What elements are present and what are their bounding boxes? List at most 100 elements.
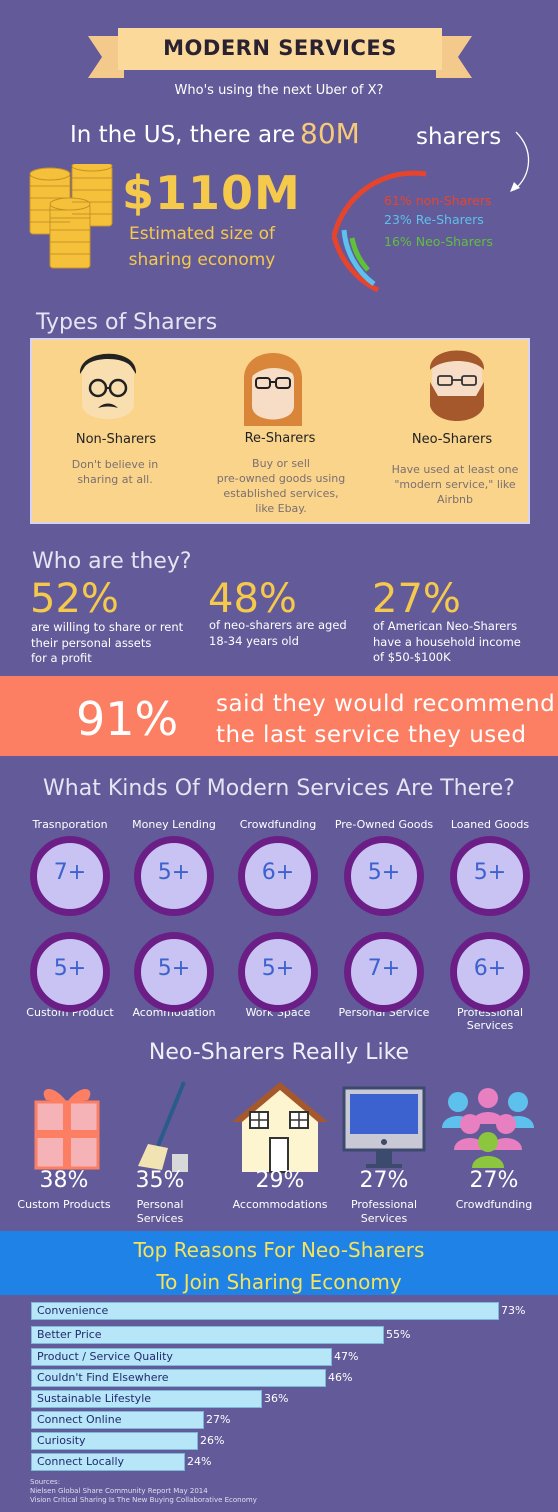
service-count-circle (134, 932, 214, 1012)
like-pct: 35% (135, 1168, 185, 1193)
reason-label: Connect Locally (37, 1455, 125, 1468)
service-count-value: 5+ (261, 956, 295, 981)
type-desc-line: like Ebay. (255, 501, 307, 515)
recommend-text: said they would recommend the last servi… (216, 689, 555, 751)
service-count-circle (450, 932, 530, 1012)
reason-label: Sustainable Lifestyle (37, 1392, 152, 1405)
coins-icon (29, 164, 113, 269)
arc-non-sharers (331, 170, 427, 237)
who-stat-desc: of neo-sharers are aged 18-34 years old (209, 618, 347, 649)
service-count-value: 5+ (157, 956, 191, 981)
reason-value: 73% (501, 1304, 526, 1317)
recommend-line: said they would recommend (216, 691, 556, 717)
who-stat-line: 18-34 years old (209, 633, 299, 648)
page-subtitle: Who's using the next Uber of X? (174, 83, 384, 98)
monitor-icon (342, 1086, 426, 1168)
service-label: Personal Service (338, 1006, 430, 1019)
re-sharer-avatar (243, 353, 303, 426)
reasons-heading-line: Top Reasons For Neo-Sharers (133, 1238, 425, 1262)
service-label: Professional Services (456, 1006, 524, 1032)
like-label-line: Accommodations (232, 1198, 328, 1211)
recommend-band (0, 676, 558, 756)
who-stat-desc: of American Neo-Sharers have a household… (373, 619, 521, 666)
who-stat-pct: 27% (372, 576, 461, 622)
service-label: Trasnporation (32, 818, 108, 831)
reason-value: 24% (187, 1455, 212, 1468)
sources-title: Sources: (30, 1478, 61, 1486)
type-desc-line: pre-owned goods using (216, 471, 346, 485)
service-label: Pre-Owned Goods (334, 818, 434, 831)
who-stat-line: have a household income (373, 634, 521, 649)
like-pct: 29% (255, 1168, 305, 1193)
reason-value: 55% (386, 1328, 411, 1341)
economy-caption: Estimated size of sharing economy (122, 222, 282, 273)
reason-label: Product / Service Quality (37, 1350, 173, 1363)
legend-neo-sharers: 16% Neo-Sharers (384, 234, 493, 249)
who-stat-line: of neo-sharers are aged (209, 618, 347, 632)
who-stat-desc: are willing to share or rent their perso… (31, 620, 183, 667)
who-stat-line: of $50-$100K (373, 650, 451, 665)
recommend-line: the last service they used (216, 722, 527, 749)
economy-caption-line: sharing economy (128, 249, 276, 270)
type-desc-line: sharing at all. (77, 472, 153, 486)
service-label: Crowdfunding (239, 818, 317, 831)
who-stat-line: of American Neo-Sharers (373, 619, 518, 633)
reason-label: Connect Online (37, 1413, 122, 1426)
type-desc-line: Buy or sell (252, 457, 310, 470)
service-count-value: 7+ (367, 956, 401, 981)
broom-icon (138, 1081, 188, 1172)
service-count-circle (238, 836, 318, 916)
non-sharer-avatar (79, 353, 137, 419)
gift-icon (34, 1088, 100, 1170)
reason-bar (31, 1432, 198, 1450)
type-name-neo-sharers: Neo-Sharers (411, 432, 493, 447)
service-label: Money Lending (132, 818, 216, 831)
service-count-circle (30, 836, 110, 916)
sources-line: Vision Critical Sharing Is The New Buyin… (30, 1496, 257, 1505)
service-count-circle (238, 932, 318, 1012)
legend-non-sharers: 61% non-Sharers (384, 193, 492, 208)
type-name-non-sharers: Non-Sharers (75, 432, 157, 447)
reason-value: 46% (328, 1371, 353, 1384)
type-desc-line: "modern service," like (394, 477, 516, 491)
sources: Sources: Nielsen Global Share Community … (30, 1478, 257, 1505)
reasons-heading-line: To Join Sharing Economy (156, 1270, 402, 1294)
curved-arrow-icon (510, 131, 530, 192)
economy-caption-line: Estimated size of (128, 224, 276, 244)
type-desc-line: established services, (223, 486, 339, 500)
type-desc-line: Don't believe in (71, 458, 159, 471)
reason-value: 47% (334, 1350, 359, 1363)
type-desc-neo-sharers: Have used at least one "modern service,"… (380, 463, 530, 508)
reason-label: Curiosity (37, 1434, 86, 1447)
service-count-value: 5+ (157, 860, 191, 885)
legend-re-sharers: 23% Re-Sharers (384, 212, 484, 227)
type-name-re-sharers: Re-Sharers (244, 431, 316, 446)
type-desc-non-sharers: Don't believe in sharing at all. (50, 458, 180, 488)
likes-heading: Neo-Sharers Really Like (148, 1040, 410, 1065)
reason-value: 27% (206, 1413, 231, 1426)
who-stat-line: their personal assets (31, 635, 152, 650)
like-label-line: Custom Products (17, 1198, 111, 1211)
reason-bar (31, 1390, 262, 1408)
page-title: MODERN SERVICES (163, 36, 397, 60)
service-count-circle (450, 836, 530, 916)
service-count-circle (30, 932, 110, 1012)
reason-label: Convenience (37, 1304, 109, 1317)
like-label-line: Services (136, 1212, 184, 1226)
service-count-circle (344, 836, 424, 916)
who-heading: Who are they? (32, 549, 192, 574)
like-label: Personal Services (105, 1198, 215, 1227)
who-stat-pct: 48% (208, 576, 297, 622)
reason-label: Couldn't Find Elsewhere (37, 1371, 169, 1384)
like-pct: 27% (469, 1168, 519, 1193)
like-label: Custom Products (9, 1198, 119, 1212)
type-desc-re-sharers: Buy or sell pre-owned goods using establ… (206, 457, 356, 516)
reason-value: 36% (264, 1392, 289, 1405)
reason-bar (31, 1302, 499, 1320)
economy-size: $110M (122, 166, 301, 220)
type-desc-line: Airbnb (436, 492, 474, 506)
reasons-band (0, 1231, 558, 1295)
reason-label: Better Price (37, 1328, 102, 1341)
like-pct: 27% (359, 1168, 409, 1193)
who-stat-pct: 52% (30, 576, 119, 622)
